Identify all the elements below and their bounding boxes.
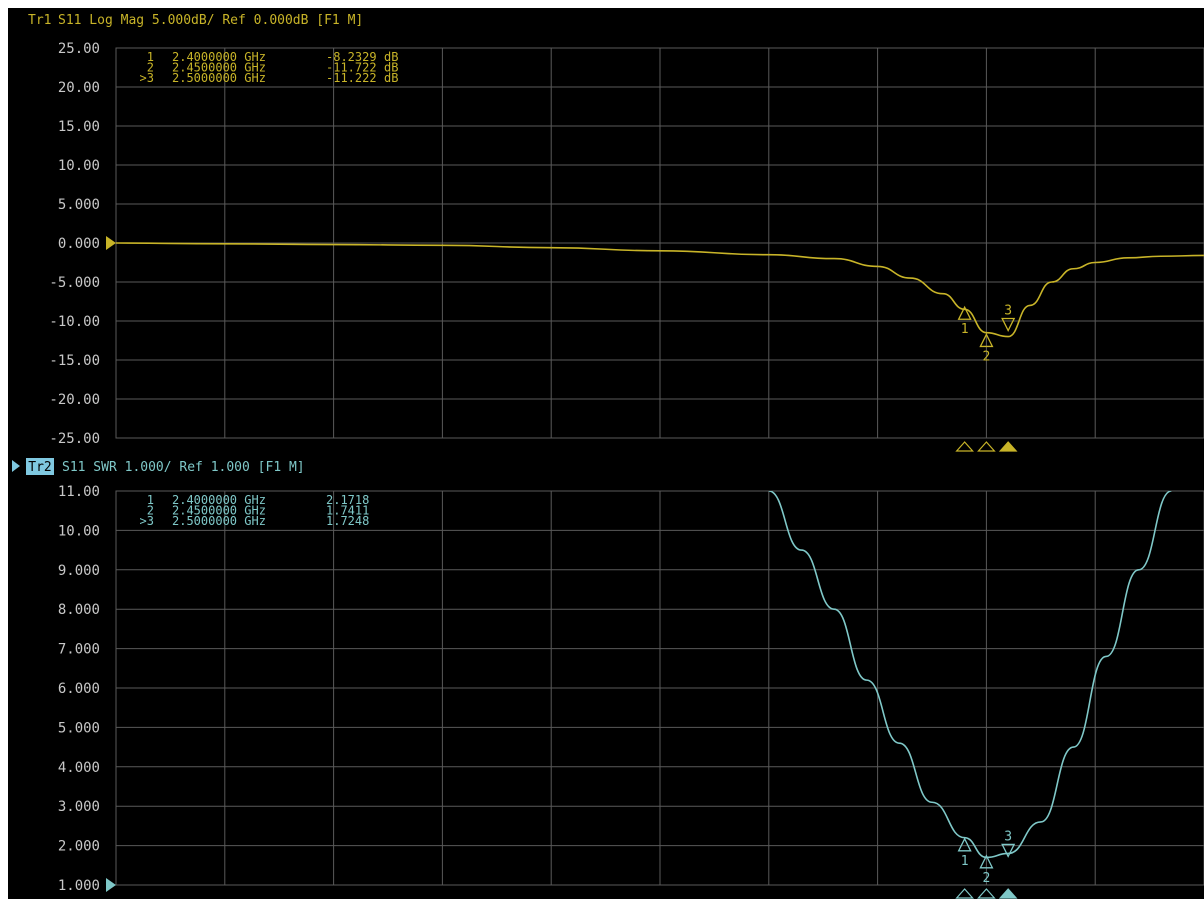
display-background	[8, 8, 1204, 899]
marker-readout-id: 1	[147, 493, 154, 507]
y-tick-label: 6.000	[58, 681, 100, 697]
marker-readout-id: 2	[147, 504, 154, 518]
y-tick-label: -5.000	[49, 275, 100, 291]
marker-readout-freq: 2.5000000 GHz	[172, 71, 266, 85]
marker-flag-label: 1	[961, 322, 969, 337]
y-tick-label: -20.00	[49, 392, 100, 408]
marker-stimulus-triangle	[955, 888, 974, 899]
trace2-id-badge[interactable]	[26, 458, 54, 475]
marker-stimulus-triangle	[955, 441, 974, 452]
y-tick-label: 8.000	[58, 602, 100, 618]
y-tick-label: 9.000	[58, 563, 100, 579]
reference-level-arrow	[106, 236, 116, 250]
series-line-Tr1	[116, 242, 1204, 338]
marker-readout-freq: 2.5000000 GHz	[172, 514, 266, 528]
reference-level-arrow	[106, 878, 116, 892]
marker-readout-value: 1.7411	[326, 504, 369, 518]
marker-stimulus-triangle	[977, 888, 996, 899]
trace1-id-label: Tr1	[28, 13, 51, 28]
y-tick-label: 3.000	[58, 799, 100, 815]
marker-readout-unit: dB	[384, 61, 398, 75]
active-trace-icon	[12, 460, 20, 472]
y-tick-label: 2.000	[58, 839, 100, 855]
y-tick-label: -15.00	[49, 353, 100, 369]
y-tick-label: 15.00	[58, 119, 100, 135]
marker-stimulus-triangle	[977, 441, 996, 452]
marker-flag-label: 3	[1004, 829, 1012, 844]
y-tick-label: -10.00	[49, 314, 100, 330]
y-tick-label: 10.00	[58, 158, 100, 174]
marker-flag-label: 1	[961, 854, 969, 869]
y-tick-label: -25.00	[49, 431, 100, 447]
y-tick-label: 5.000	[58, 197, 100, 213]
series-line-Tr2	[768, 491, 1172, 859]
marker-readout-id: 2	[147, 61, 154, 75]
marker-readout-value: -11.222	[326, 71, 377, 85]
marker-readout-value: -8.2329	[326, 50, 377, 64]
marker-readout-freq: 2.4500000 GHz	[172, 504, 266, 518]
y-tick-label: 5.000	[58, 720, 100, 736]
marker-readout-unit: dB	[384, 71, 398, 85]
marker-readout-value: -11.722	[326, 61, 377, 75]
y-tick-label: 10.00	[58, 523, 100, 539]
y-tick-label: 0.000	[58, 236, 100, 252]
marker-flag	[1001, 843, 1016, 858]
marker-readout-freq: 2.4000000 GHz	[172, 493, 266, 507]
trace1-header-text: S11 Log Mag 5.000dB/ Ref 0.000dB [F1 M]	[58, 13, 363, 28]
marker-flag-label: 3	[1004, 304, 1012, 319]
marker-flag-label: 2	[982, 349, 990, 364]
marker-readout-unit: dB	[384, 50, 398, 64]
y-tick-label: 7.000	[58, 642, 100, 658]
marker-readout-freq: 2.4000000 GHz	[172, 50, 266, 64]
trace2-header-text: S11 SWR 1.000/ Ref 1.000 [F1 M]	[62, 460, 305, 475]
marker-readout-id: >3	[140, 514, 154, 528]
marker-flag	[979, 332, 994, 348]
marker-readout-id: 1	[147, 50, 154, 64]
marker-readout-value: 1.7248	[326, 514, 369, 528]
marker-flag	[957, 837, 972, 852]
marker-readout-freq: 2.4500000 GHz	[172, 61, 266, 75]
marker-flag-label: 2	[982, 871, 990, 886]
y-tick-label: 4.000	[58, 760, 100, 776]
marker-flag	[957, 305, 972, 320]
y-tick-label: 11.00	[58, 484, 100, 500]
y-tick-label: 1.000	[58, 878, 100, 894]
trace2-id-label: Tr2	[28, 460, 51, 475]
marker-flag	[979, 854, 994, 869]
y-tick-label: 20.00	[58, 80, 100, 96]
marker-readout-id: >3	[140, 71, 154, 85]
y-tick-label: 25.00	[58, 41, 100, 57]
marker-readout-value: 2.1718	[326, 493, 369, 507]
marker-flag	[1001, 317, 1016, 332]
marker-stimulus-triangle	[998, 441, 1018, 452]
marker-stimulus-triangle	[998, 888, 1018, 899]
